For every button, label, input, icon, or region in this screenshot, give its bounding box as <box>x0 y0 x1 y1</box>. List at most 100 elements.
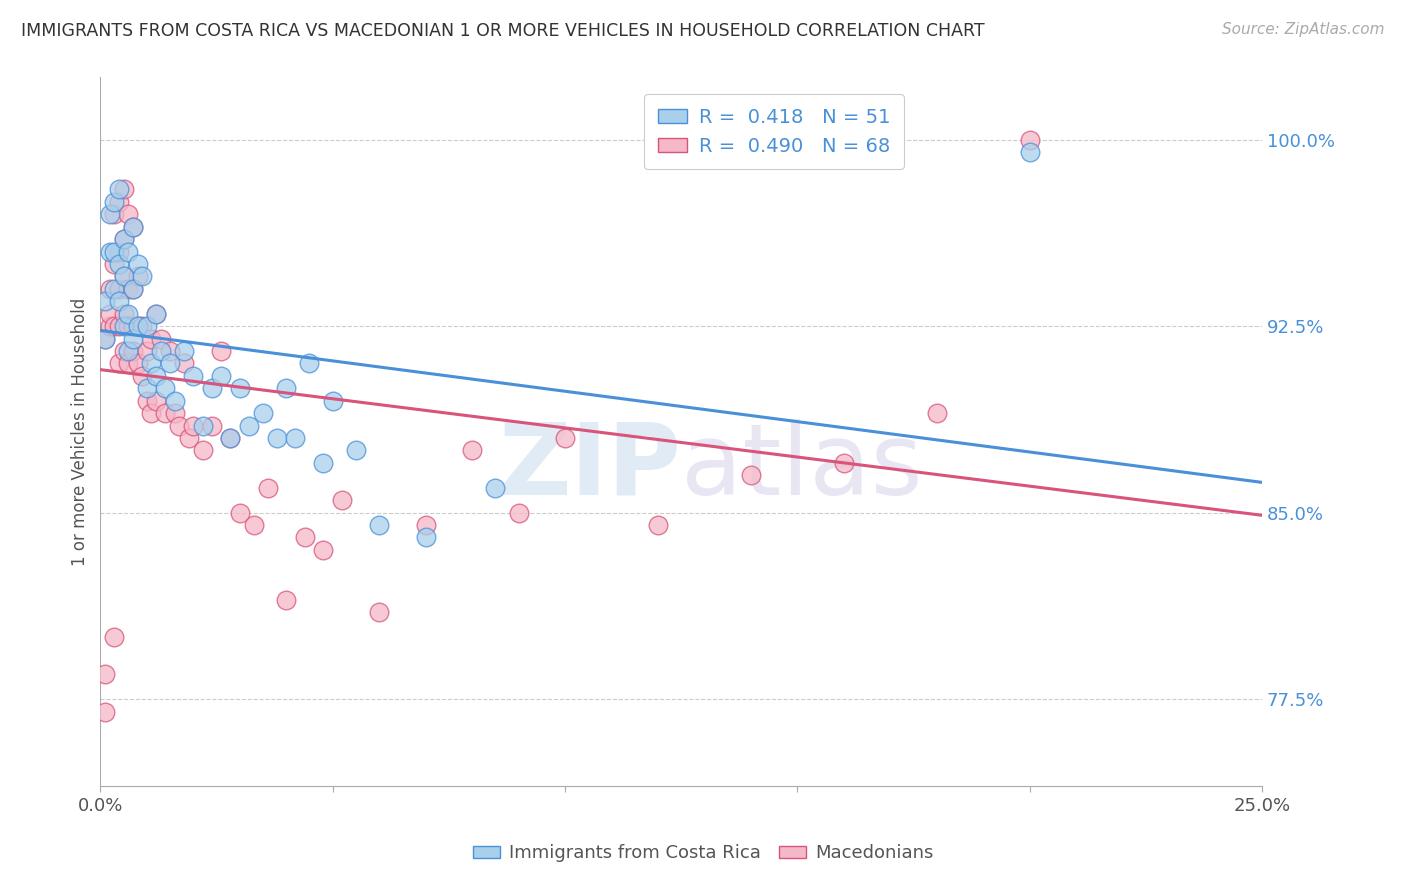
Text: IMMIGRANTS FROM COSTA RICA VS MACEDONIAN 1 OR MORE VEHICLES IN HOUSEHOLD CORRELA: IMMIGRANTS FROM COSTA RICA VS MACEDONIAN… <box>21 22 984 40</box>
Point <box>117 207 139 221</box>
Point <box>266 431 288 445</box>
Point <box>209 368 232 383</box>
Point <box>122 219 145 234</box>
Point <box>740 468 762 483</box>
Point <box>122 343 145 358</box>
Point <box>135 393 157 408</box>
Point <box>229 381 252 395</box>
Point <box>330 493 353 508</box>
Point <box>219 431 242 445</box>
Point <box>181 368 204 383</box>
Point <box>131 269 153 284</box>
Point <box>122 282 145 296</box>
Point <box>122 282 145 296</box>
Point <box>647 518 669 533</box>
Point <box>191 418 214 433</box>
Point <box>112 307 135 321</box>
Point <box>94 705 117 719</box>
Point <box>103 257 125 271</box>
Point <box>127 356 149 370</box>
Point <box>131 368 153 383</box>
Point <box>312 542 335 557</box>
Point <box>108 244 131 259</box>
Point <box>177 431 200 445</box>
Point <box>112 182 135 196</box>
Point <box>415 518 437 533</box>
Point <box>98 207 121 221</box>
Point <box>925 406 948 420</box>
Point <box>276 381 298 395</box>
Point <box>108 282 131 296</box>
Point <box>312 456 335 470</box>
Point <box>276 592 298 607</box>
Point <box>1018 145 1040 159</box>
Text: ZIP: ZIP <box>498 418 681 516</box>
Point <box>94 667 117 681</box>
Point <box>122 319 145 334</box>
Point <box>256 481 278 495</box>
Legend: Immigrants from Costa Rica, Macedonians: Immigrants from Costa Rica, Macedonians <box>465 838 941 870</box>
Point <box>173 356 195 370</box>
Point <box>145 393 167 408</box>
Point <box>554 431 576 445</box>
Point <box>832 456 855 470</box>
Point <box>112 232 135 246</box>
Point <box>201 418 224 433</box>
Point <box>242 518 264 533</box>
Point <box>368 518 391 533</box>
Y-axis label: 1 or more Vehicles in Household: 1 or more Vehicles in Household <box>72 298 89 566</box>
Point <box>484 481 506 495</box>
Point <box>112 269 135 284</box>
Point <box>159 343 181 358</box>
Point <box>135 343 157 358</box>
Point <box>108 319 131 334</box>
Point <box>135 319 157 334</box>
Point <box>112 319 135 334</box>
Point <box>191 443 214 458</box>
Point <box>103 207 125 221</box>
Point <box>173 343 195 358</box>
Point <box>169 418 191 433</box>
Point <box>98 319 121 334</box>
Point <box>141 406 163 420</box>
Point <box>155 381 177 395</box>
Point <box>322 393 344 408</box>
Point <box>117 307 139 321</box>
Point <box>103 319 125 334</box>
Point <box>209 343 232 358</box>
Point <box>112 232 135 246</box>
Point <box>131 319 153 334</box>
Point <box>163 393 186 408</box>
Point <box>163 406 186 420</box>
Point <box>141 332 163 346</box>
Point <box>284 431 307 445</box>
Point <box>461 443 484 458</box>
Point <box>98 244 121 259</box>
Point <box>238 418 260 433</box>
Point <box>103 194 125 209</box>
Point <box>344 443 367 458</box>
Point <box>141 356 163 370</box>
Point <box>149 332 172 346</box>
Point <box>108 294 131 309</box>
Point <box>122 219 145 234</box>
Point <box>108 182 131 196</box>
Point <box>103 244 125 259</box>
Point <box>201 381 224 395</box>
Point <box>127 257 149 271</box>
Point <box>127 319 149 334</box>
Point <box>112 343 135 358</box>
Point <box>103 282 125 296</box>
Point <box>117 282 139 296</box>
Point <box>127 319 149 334</box>
Point <box>145 307 167 321</box>
Point <box>181 418 204 433</box>
Point <box>108 194 131 209</box>
Point <box>98 307 121 321</box>
Point <box>103 630 125 644</box>
Text: Source: ZipAtlas.com: Source: ZipAtlas.com <box>1222 22 1385 37</box>
Point <box>368 605 391 619</box>
Point <box>117 319 139 334</box>
Point <box>117 343 139 358</box>
Point <box>229 506 252 520</box>
